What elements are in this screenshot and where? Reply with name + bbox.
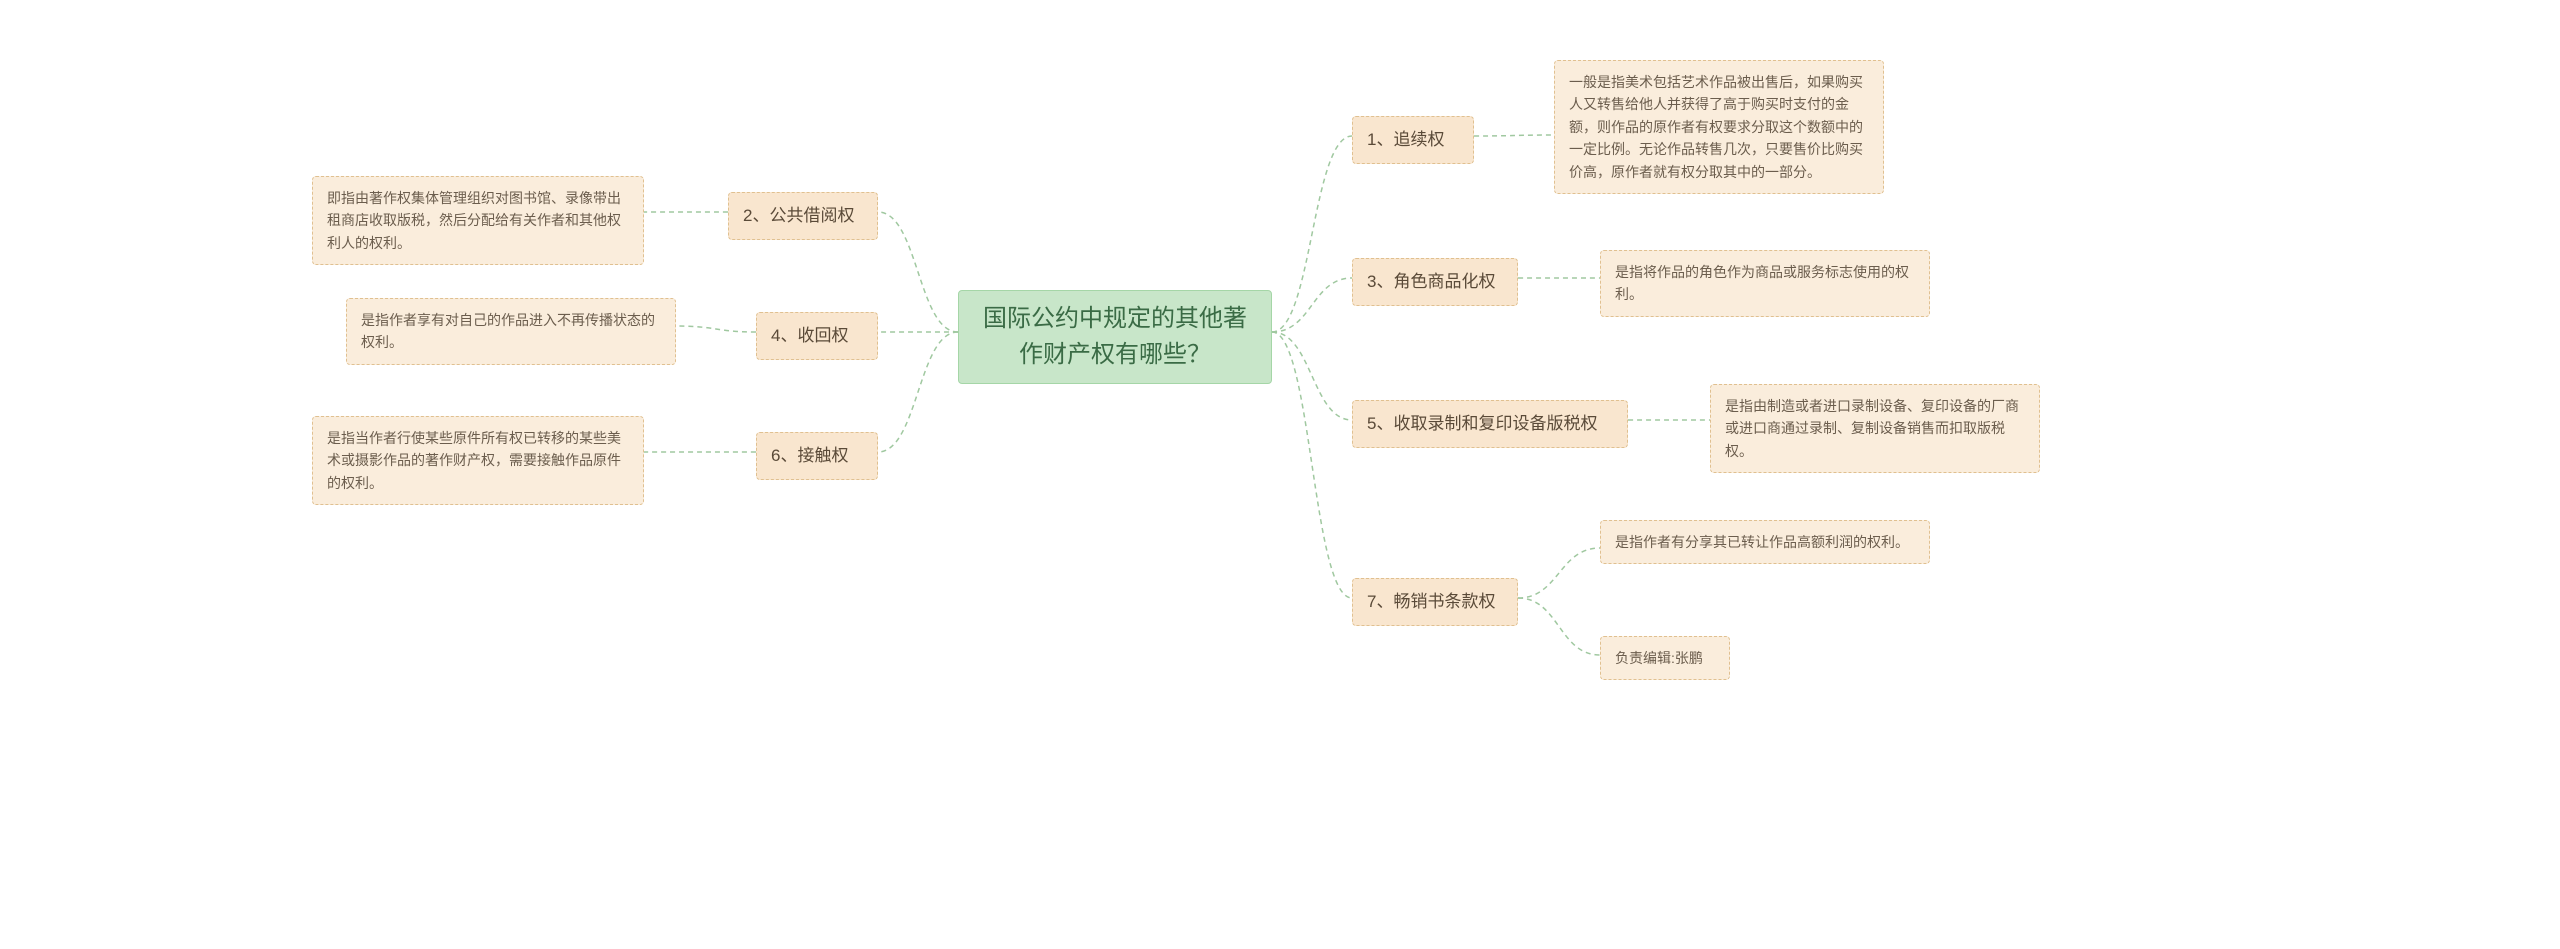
leaf-withdrawal-desc: 是指作者享有对自己的作品进入不再传播状态的权利。 xyxy=(346,298,676,365)
leaf-text: 一般是指美术包括艺术作品被出售后，如果购买人又转售给他人并获得了高于购买时支付的… xyxy=(1569,74,1863,180)
branch-label: 2、公共借阅权 xyxy=(743,206,854,225)
branch-label: 7、畅销书条款权 xyxy=(1367,592,1495,611)
branch-bestseller: 7、畅销书条款权 xyxy=(1352,578,1518,626)
leaf-bestseller-desc: 是指作者有分享其已转让作品高额利润的权利。 xyxy=(1600,520,1930,564)
leaf-merchandising-desc: 是指将作品的角色作为商品或服务标志使用的权利。 xyxy=(1600,250,1930,317)
leaf-text: 负责编辑:张鹏 xyxy=(1615,650,1703,666)
leaf-text: 是指作者有分享其已转让作品高额利润的权利。 xyxy=(1615,534,1909,550)
leaf-text: 即指由著作权集体管理组织对图书馆、录像带出租商店收取版税，然后分配给有关作者和其… xyxy=(327,190,621,251)
branch-resale: 1、追续权 xyxy=(1352,116,1474,164)
leaf-text: 是指由制造或者进口录制设备、复印设备的厂商或进口商通过录制、复制设备销售而扣取版… xyxy=(1725,398,2019,459)
root-label: 国际公约中规定的其他著作财产权有哪些？ xyxy=(983,305,1247,368)
branch-withdrawal: 4、收回权 xyxy=(756,312,878,360)
branch-label: 5、收取录制和复印设备版税权 xyxy=(1367,414,1597,433)
branch-public-lending: 2、公共借阅权 xyxy=(728,192,878,240)
leaf-public-lending-desc: 即指由著作权集体管理组织对图书馆、录像带出租商店收取版税，然后分配给有关作者和其… xyxy=(312,176,644,265)
branch-equipment-levy: 5、收取录制和复印设备版税权 xyxy=(1352,400,1628,448)
branch-label: 6、接触权 xyxy=(771,446,848,465)
leaf-editor-credit: 负责编辑:张鹏 xyxy=(1600,636,1730,680)
leaf-equipment-levy-desc: 是指由制造或者进口录制设备、复印设备的厂商或进口商通过录制、复制设备销售而扣取版… xyxy=(1710,384,2040,473)
branch-access: 6、接触权 xyxy=(756,432,878,480)
branch-label: 4、收回权 xyxy=(771,326,848,345)
branch-label: 3、角色商品化权 xyxy=(1367,272,1495,291)
branch-merchandising: 3、角色商品化权 xyxy=(1352,258,1518,306)
leaf-text: 是指将作品的角色作为商品或服务标志使用的权利。 xyxy=(1615,264,1909,302)
leaf-access-desc: 是指当作者行使某些原件所有权已转移的某些美术或摄影作品的著作财产权，需要接触作品… xyxy=(312,416,644,505)
leaf-text: 是指作者享有对自己的作品进入不再传播状态的权利。 xyxy=(361,312,655,350)
root-node: 国际公约中规定的其他著作财产权有哪些？ xyxy=(958,290,1272,384)
leaf-resale-desc: 一般是指美术包括艺术作品被出售后，如果购买人又转售给他人并获得了高于购买时支付的… xyxy=(1554,60,1884,194)
branch-label: 1、追续权 xyxy=(1367,130,1444,149)
leaf-text: 是指当作者行使某些原件所有权已转移的某些美术或摄影作品的著作财产权，需要接触作品… xyxy=(327,430,621,491)
